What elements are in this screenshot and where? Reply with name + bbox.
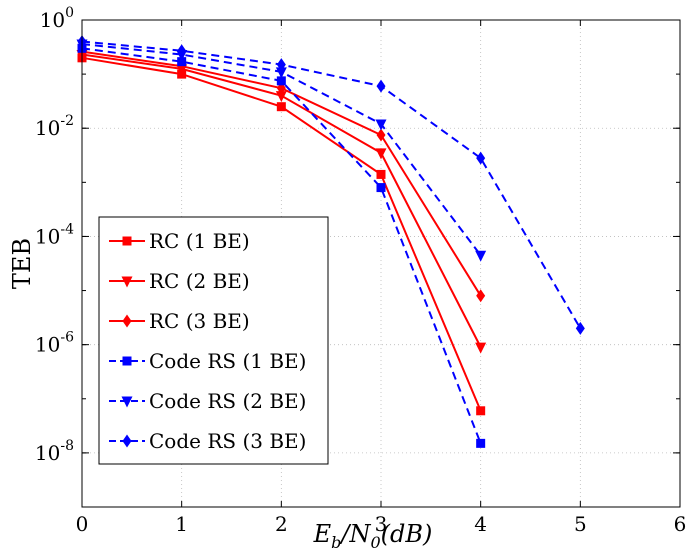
legend-label: Code RS (3 BE) xyxy=(149,429,306,453)
x-tick-label: 5 xyxy=(574,512,587,536)
legend-marker xyxy=(122,314,132,328)
data-point xyxy=(476,151,486,165)
legend-marker xyxy=(122,434,132,448)
legend-label: Code RS (1 BE) xyxy=(149,349,306,373)
data-point xyxy=(476,406,486,416)
data-point xyxy=(475,342,487,354)
data-point xyxy=(177,57,187,67)
legend-item: RC (2 BE) xyxy=(109,269,250,293)
legend: RC (1 BE) RC (2 BE) RC (3 BE) Code RS (1 BE… xyxy=(98,216,329,465)
x-tick-label: 0 xyxy=(76,512,89,536)
x-tick-label: 1 xyxy=(175,512,188,536)
legend-label: RC (1 BE) xyxy=(149,229,250,253)
x-tick-label: 3 xyxy=(375,512,388,536)
data-point xyxy=(475,250,487,262)
x-tick-label: 6 xyxy=(674,512,687,536)
axes: 0 1 2 3 4 5 6 100 10-2 10-4 10-6 10-8 TEB Eb/N0(dB) xyxy=(8,5,686,549)
y-tick-label: 10-6 xyxy=(35,330,74,357)
legend-box xyxy=(98,216,329,465)
legend-item: Code RS (3 BE) xyxy=(109,429,306,453)
legend-marker xyxy=(121,396,133,408)
data-point xyxy=(376,128,386,142)
legend-label: RC (2 BE) xyxy=(149,269,250,293)
data-point xyxy=(276,76,286,86)
legend-item: RC (1 BE) xyxy=(109,229,250,253)
y-tick-label: 10-8 xyxy=(35,438,74,465)
legend-marker xyxy=(122,356,132,366)
legend-item: RC (3 BE) xyxy=(109,309,250,333)
data-point xyxy=(177,59,187,73)
y-axis-label: TEB xyxy=(8,238,36,289)
data-point xyxy=(476,438,486,448)
data-point xyxy=(476,289,486,303)
data-point xyxy=(376,79,386,93)
y-tick-label: 10-2 xyxy=(35,113,74,140)
series-layer xyxy=(76,35,585,448)
data-point xyxy=(375,148,387,160)
data-point xyxy=(376,183,386,193)
legend-marker xyxy=(121,276,133,288)
data-point xyxy=(376,169,386,179)
legend-item: Code RS (1 BE) xyxy=(109,349,306,373)
data-point xyxy=(177,44,187,58)
series-line xyxy=(81,40,582,329)
y-tick-label: 10-4 xyxy=(35,221,74,248)
x-tick-label: 2 xyxy=(275,512,288,536)
data-point xyxy=(275,67,287,79)
series-6 xyxy=(77,35,585,335)
legend-marker xyxy=(122,236,132,246)
legend-label: Code RS (2 BE) xyxy=(149,389,306,413)
y-tick-label: 100 xyxy=(40,5,74,32)
data-point xyxy=(275,91,287,103)
data-point xyxy=(575,321,585,335)
legend-label: RC (3 BE) xyxy=(149,309,250,333)
legend-item: Code RS (2 BE) xyxy=(109,389,306,413)
x-tick-label: 4 xyxy=(474,512,487,536)
x-axis-label: Eb/N0(dB) xyxy=(313,520,433,549)
data-point xyxy=(375,119,387,131)
data-point xyxy=(276,58,286,72)
data-point xyxy=(276,102,286,112)
